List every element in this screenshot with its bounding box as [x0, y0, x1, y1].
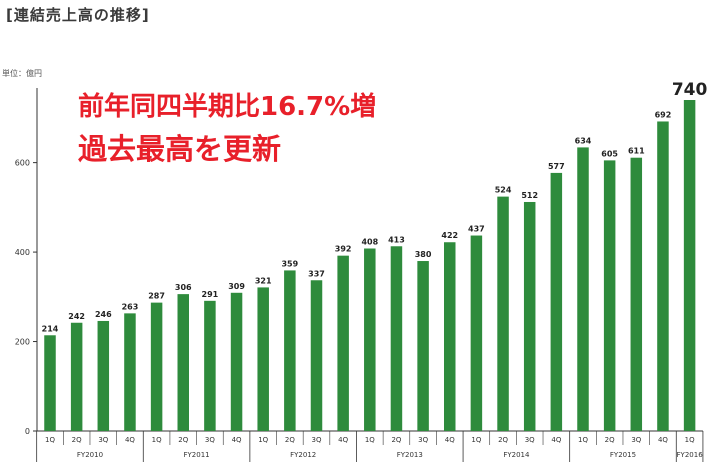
bar-value-label: 437: [468, 225, 485, 234]
bar: [364, 248, 376, 431]
bar-value-label: 524: [495, 186, 512, 195]
fiscal-year-label: FY2012: [290, 451, 316, 459]
bar: [284, 270, 296, 431]
bar-value-label: 359: [281, 259, 298, 268]
bar-value-label: 380: [415, 250, 432, 259]
bar-value-label: 242: [68, 312, 85, 321]
bar: [444, 242, 456, 431]
bar-value-label: 337: [308, 269, 325, 278]
bar-value-label: 321: [255, 276, 272, 285]
bar-value-label: 392: [335, 245, 352, 254]
x-tick-label: 4Q: [658, 436, 668, 444]
bar: [230, 292, 243, 431]
bar: [44, 335, 56, 431]
x-tick-label: 3Q: [631, 436, 641, 444]
y-tick-label: 0: [25, 427, 30, 436]
bar-value-label: 611: [628, 147, 645, 156]
bar: [124, 313, 136, 431]
bar: [550, 172, 563, 431]
x-tick-label: 3Q: [312, 436, 322, 444]
y-tick-label: 200: [15, 338, 30, 347]
y-axis-unit: 単位：億円: [2, 69, 42, 78]
x-tick-label: 3Q: [525, 436, 535, 444]
bar: [150, 302, 163, 431]
x-tick-label: 4Q: [338, 436, 348, 444]
bar-value-label: 413: [388, 235, 405, 244]
x-tick-label: 2Q: [605, 436, 615, 444]
headline-growth: 前年同四半期比16.7%増: [78, 92, 377, 122]
x-tick-label: 2Q: [285, 436, 295, 444]
x-tick-label: 1Q: [152, 436, 162, 444]
x-tick-label: 1Q: [365, 436, 375, 444]
fiscal-year-label: FY2013: [397, 451, 423, 459]
fiscal-year-label: FY2011: [184, 451, 210, 459]
bar: [470, 235, 483, 431]
x-tick-label: 1Q: [471, 436, 481, 444]
bar-value-label: 634: [575, 136, 592, 145]
bar-value-label: 309: [228, 282, 245, 291]
x-tick-label: 4Q: [125, 436, 135, 444]
bar: [630, 157, 643, 431]
bar: [577, 147, 589, 431]
bar: [97, 320, 110, 431]
chart-title: [連結売上高の推移]: [6, 6, 150, 24]
bar: [337, 255, 349, 431]
bar: [683, 100, 696, 431]
x-tick-label: 4Q: [445, 436, 455, 444]
x-tick-label: 1Q: [685, 436, 695, 444]
bar-value-label: 306: [175, 283, 192, 292]
headline-record: 過去最高を更新: [78, 132, 282, 166]
x-tick-label: 4Q: [232, 436, 242, 444]
fiscal-year-label: FY2016: [677, 451, 704, 459]
bar-value-label: 246: [95, 310, 112, 319]
bar: [390, 246, 403, 431]
x-tick-label: 2Q: [178, 436, 188, 444]
bar-value-label: 692: [655, 110, 672, 119]
x-tick-label: 3Q: [205, 436, 215, 444]
x-tick-label: 4Q: [551, 436, 561, 444]
y-tick-label: 600: [15, 159, 30, 168]
bar-value-label: 287: [148, 292, 165, 301]
bar-value-label: 577: [548, 162, 565, 171]
fiscal-year-label: FY2010: [77, 451, 103, 459]
bar-value-label: 408: [361, 238, 378, 247]
x-tick-label: 1Q: [45, 436, 55, 444]
fiscal-year-label: FY2015: [610, 451, 636, 459]
bar: [204, 300, 216, 431]
x-tick-label: 1Q: [578, 436, 588, 444]
bar-value-label: 214: [42, 324, 59, 333]
bar: [70, 322, 83, 431]
x-tick-label: 3Q: [418, 436, 428, 444]
bar: [310, 280, 323, 431]
x-tick-label: 2Q: [498, 436, 508, 444]
bar: [417, 261, 429, 431]
bar: [657, 121, 669, 431]
x-tick-label: 2Q: [391, 436, 401, 444]
bar-value-label: 605: [601, 149, 618, 158]
x-tick-label: 3Q: [98, 436, 108, 444]
bar-value-label: 512: [521, 191, 538, 200]
bar: [523, 201, 536, 431]
x-tick-label: 1Q: [258, 436, 268, 444]
fiscal-year-label: FY2014: [503, 451, 530, 459]
bar-value-label: 422: [441, 231, 458, 240]
bar-value-label: 291: [202, 290, 219, 299]
bar: [497, 196, 509, 431]
bar-value-label: 740: [672, 80, 708, 100]
bar: [603, 160, 616, 431]
y-tick-label: 400: [15, 248, 30, 257]
bar: [257, 287, 269, 431]
bar-value-label: 263: [122, 302, 139, 311]
x-tick-label: 2Q: [72, 436, 82, 444]
bar: [177, 294, 189, 431]
